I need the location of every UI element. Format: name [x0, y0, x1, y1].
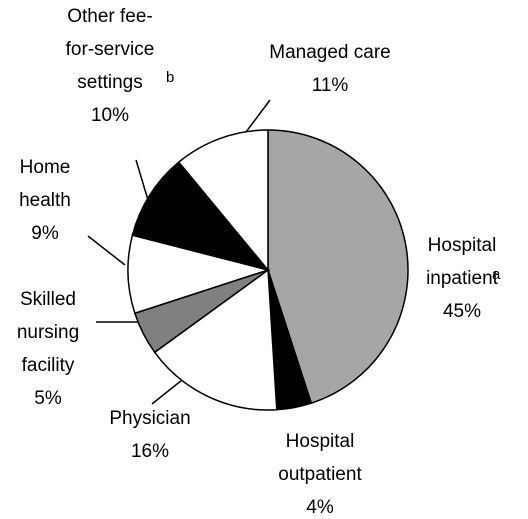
slice-label: Home health — [19, 157, 71, 211]
label-line: Home — [20, 157, 71, 178]
value-label: 4% — [306, 497, 334, 518]
label-line: Hospital — [428, 235, 497, 256]
leader-line — [245, 99, 271, 133]
leader-line — [87, 235, 126, 266]
leader-line — [151, 379, 183, 405]
label-line: Hospital — [286, 431, 355, 452]
label-line: outpatient — [278, 464, 362, 485]
label-line: for-service — [66, 39, 155, 60]
label-line: health — [19, 190, 71, 211]
slice-label: Managed care — [269, 42, 390, 63]
value-label: 16% — [131, 441, 169, 462]
pie-slice — [131, 161, 271, 272]
slice-label: Physician — [109, 408, 190, 429]
pie-slice — [127, 234, 271, 315]
value-label: 11% — [312, 75, 349, 96]
label-line: settings — [77, 72, 142, 93]
label-line: inpatient — [426, 268, 499, 289]
slice-label: Hospital outpatient — [278, 431, 362, 485]
leader-line — [135, 159, 149, 201]
label-line: Physician — [109, 408, 190, 429]
slice-label: Hospital inpatient — [426, 235, 499, 289]
label-line: Managed care — [269, 42, 390, 63]
label-line: nursing — [17, 322, 79, 343]
pie-slice — [177, 129, 269, 273]
slices — [127, 129, 409, 411]
label-line: facility — [22, 355, 75, 376]
label-line: Skilled — [20, 289, 76, 310]
footnote-marker: a — [492, 266, 501, 283]
value-label: 9% — [31, 223, 59, 244]
value-label: 5% — [34, 388, 62, 409]
footnote-marker: b — [166, 69, 174, 86]
pie-slice — [267, 129, 409, 405]
slice-label: Other fee-for-service settings — [66, 6, 155, 93]
value-label: 10% — [91, 105, 129, 126]
label-line: Other fee- — [67, 6, 153, 27]
pie-slice — [153, 268, 278, 411]
slice-label: Skilled nursing facility — [17, 289, 79, 376]
value-label: 45% — [443, 301, 481, 322]
